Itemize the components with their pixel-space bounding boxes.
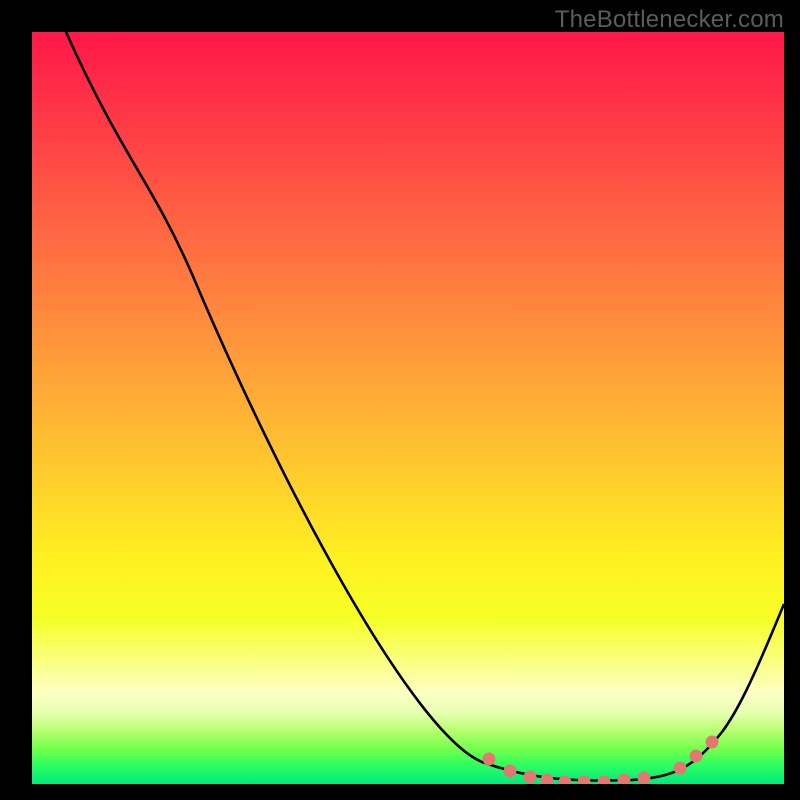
marker-dot <box>638 772 651 785</box>
watermark-text: TheBottlenecker.com <box>555 6 784 34</box>
marker-dot <box>483 753 496 766</box>
bottleneck-curve-plot <box>32 32 784 784</box>
marker-dot <box>504 765 517 778</box>
marker-dot <box>690 750 703 763</box>
plot-background <box>32 32 784 784</box>
stage: TheBottlenecker.com <box>0 0 800 800</box>
marker-dot <box>674 762 687 775</box>
marker-dot <box>706 736 719 749</box>
marker-dot <box>524 771 537 784</box>
